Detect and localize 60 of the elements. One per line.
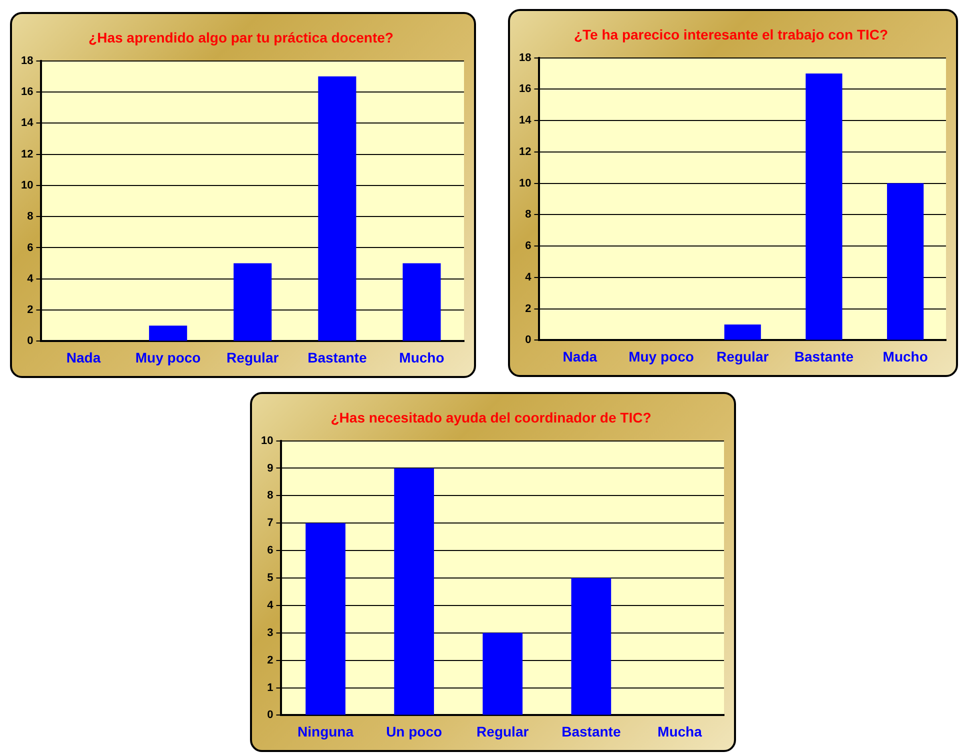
y-tick-label: 0 xyxy=(267,709,274,722)
chart-title: ¿Has necesitado ayuda del coordinador de TIC? xyxy=(330,409,652,426)
bar xyxy=(724,324,761,340)
y-tick-label: 12 xyxy=(20,148,34,160)
x-tick-label: Regular xyxy=(476,723,530,740)
y-tick-label: 14 xyxy=(518,114,532,127)
chart-title: ¿Has aprendido algo par tu práctica docente? xyxy=(88,29,394,46)
y-tick-label: 8 xyxy=(27,210,34,223)
bar xyxy=(306,523,346,715)
bar xyxy=(887,183,924,340)
y-tick-label: 0 xyxy=(525,334,532,346)
bar xyxy=(571,578,612,715)
bar xyxy=(402,263,441,341)
x-tick-label: Mucho xyxy=(399,349,444,366)
x-tick-label: Nada xyxy=(66,349,101,366)
y-tick-label: 2 xyxy=(267,654,274,666)
bar xyxy=(394,468,434,715)
x-tick-label: Bastante xyxy=(308,349,367,366)
x-tick-label: Bastante xyxy=(794,348,854,364)
y-tick-label: 16 xyxy=(518,83,532,96)
chart-title: ¿Te ha parecico interesante el trabajo con TIC? xyxy=(574,26,888,42)
y-tick-label: 9 xyxy=(267,462,274,474)
x-tick-label: Ninguna xyxy=(298,723,354,740)
bar xyxy=(149,326,188,341)
bar xyxy=(234,263,272,341)
x-tick-label: Muy poco xyxy=(628,348,694,364)
y-tick-label: 7 xyxy=(267,517,274,530)
y-tick-label: 0 xyxy=(27,335,34,348)
y-tick-label: 2 xyxy=(525,302,532,315)
y-tick-label: 6 xyxy=(267,544,274,557)
x-tick-label: Mucha xyxy=(658,723,702,740)
x-tick-label: Muy poco xyxy=(135,349,201,366)
y-tick-label: 8 xyxy=(525,208,532,221)
bar xyxy=(318,76,356,341)
x-tick-label: Nada xyxy=(562,348,598,364)
y-tick-label: 18 xyxy=(518,52,532,64)
y-tick-label: 5 xyxy=(267,572,274,584)
y-tick-label: 4 xyxy=(27,272,34,285)
x-tick-label: Regular xyxy=(716,348,770,364)
bar xyxy=(482,632,523,715)
y-tick-label: 16 xyxy=(20,86,34,98)
y-tick-label: 18 xyxy=(20,54,34,67)
y-tick-label: 1 xyxy=(267,682,274,694)
y-tick-label: 14 xyxy=(20,117,34,130)
y-tick-label: 4 xyxy=(267,599,274,612)
y-tick-label: 6 xyxy=(27,242,34,254)
y-tick-label: 6 xyxy=(525,240,532,252)
y-tick-label: 10 xyxy=(20,179,34,192)
x-tick-label: Bastante xyxy=(562,723,621,740)
y-tick-label: 2 xyxy=(27,304,34,316)
x-tick-label: Regular xyxy=(226,349,280,366)
x-tick-label: Un poco xyxy=(386,723,442,740)
bar xyxy=(806,73,842,340)
y-tick-label: 8 xyxy=(267,490,274,502)
y-tick-label: 10 xyxy=(260,434,274,447)
y-tick-label: 10 xyxy=(518,177,532,190)
y-tick-label: 4 xyxy=(525,271,532,284)
x-tick-label: Mucho xyxy=(882,348,928,364)
y-tick-label: 3 xyxy=(267,626,274,639)
y-tick-label: 12 xyxy=(518,146,532,158)
